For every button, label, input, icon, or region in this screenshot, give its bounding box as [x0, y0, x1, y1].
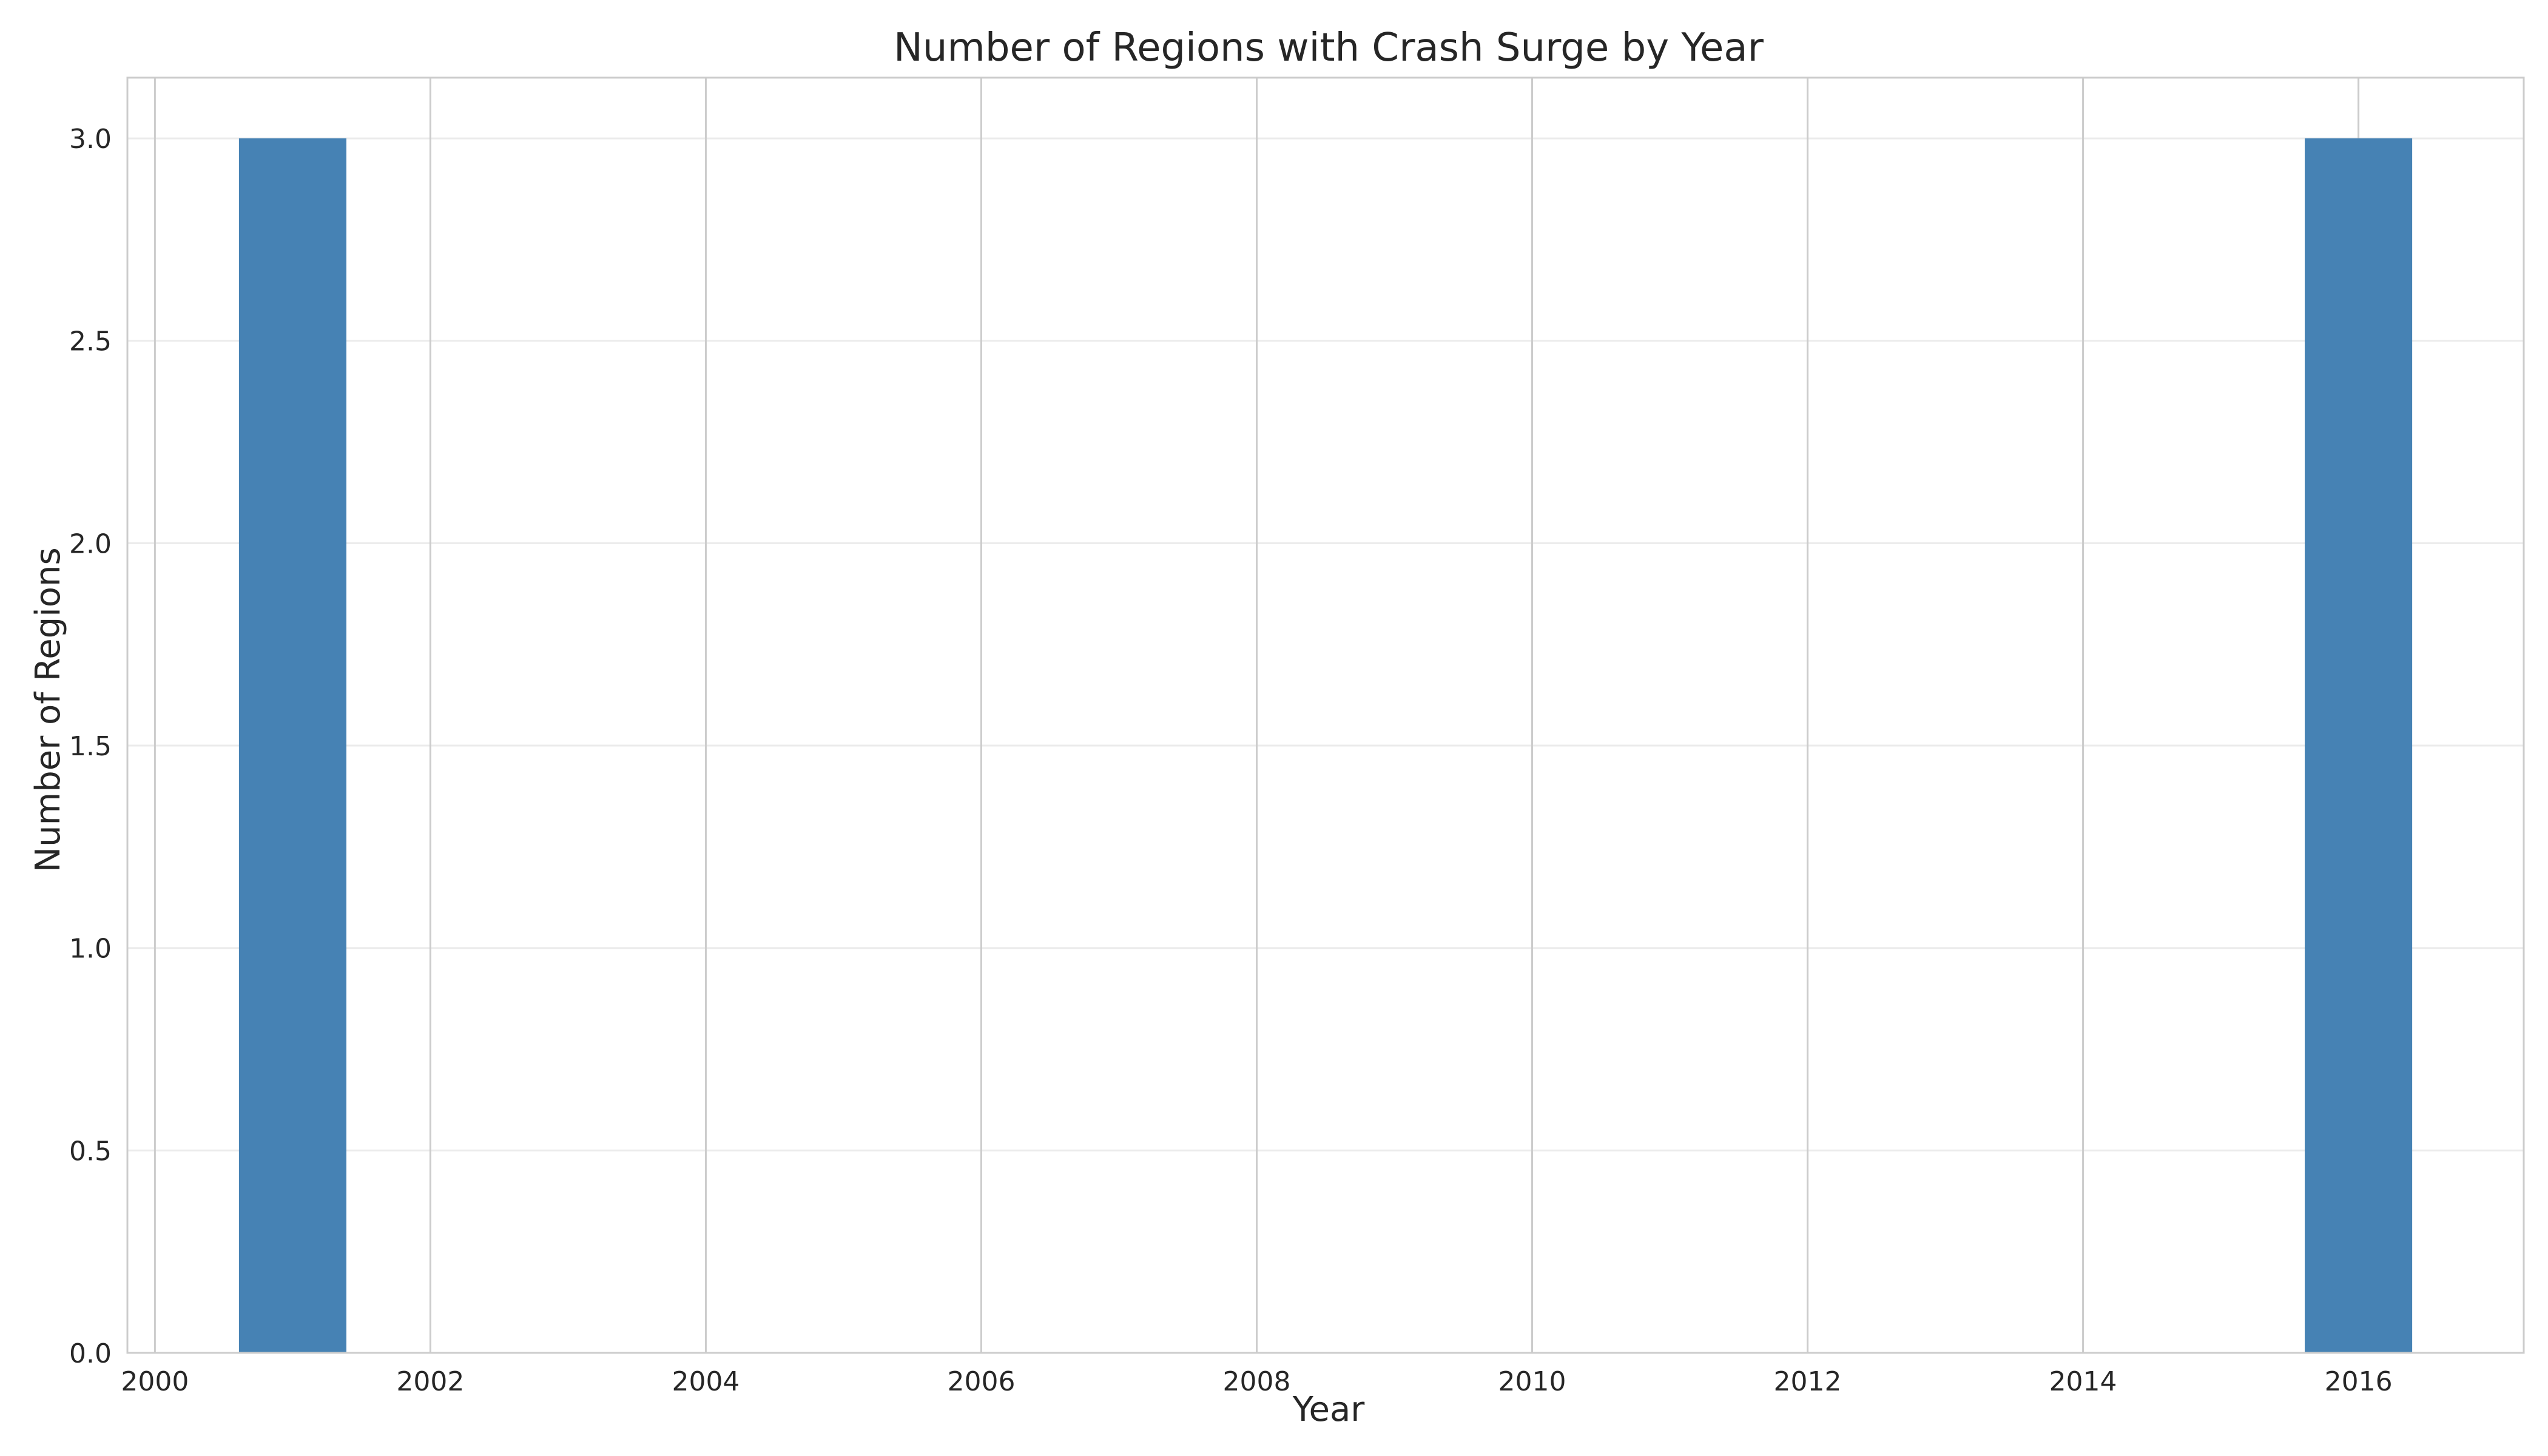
- y-axis-label: Number of Regions: [29, 547, 68, 872]
- bars: [238, 138, 2413, 1353]
- y-tick-label: 2.0: [69, 528, 112, 559]
- x-tick-label: 2010: [1498, 1366, 1566, 1397]
- x-tick-label: 2014: [2049, 1366, 2117, 1397]
- x-tick-label: 2002: [396, 1366, 464, 1397]
- x-axis-label: Year: [1292, 1390, 1366, 1429]
- chart-title: Number of Regions with Crash Surge by Ye…: [894, 25, 1764, 70]
- x-tick-labels: 2000 2002 2004 2006 2008 2010 2012 2014 2016: [121, 1366, 2392, 1397]
- x-tick-label: 2012: [1774, 1366, 1842, 1397]
- y-tick-label: 0.5: [69, 1136, 112, 1167]
- plot-frame: [126, 76, 2525, 1354]
- x-tick-label: 2000: [121, 1366, 189, 1397]
- x-tick-label: 2004: [672, 1366, 740, 1397]
- y-tick-label: 3.0: [69, 124, 112, 155]
- y-tick-label: 1.0: [69, 934, 112, 965]
- y-tick-label: 2.5: [69, 326, 112, 357]
- bar-2016: [2305, 138, 2413, 1353]
- x-tick-label: 2016: [2325, 1366, 2393, 1397]
- y-tick-label: 0.0: [69, 1338, 112, 1369]
- x-tick-label: 2006: [947, 1366, 1015, 1397]
- x-tick-label: 2008: [1223, 1366, 1291, 1397]
- y-tick-labels: 0.0 0.5 1.0 1.5 2.0 2.5 3.0: [69, 124, 112, 1369]
- bar-2001: [238, 138, 346, 1353]
- grid-lines: [127, 78, 2524, 1354]
- y-tick-label: 1.5: [69, 731, 112, 762]
